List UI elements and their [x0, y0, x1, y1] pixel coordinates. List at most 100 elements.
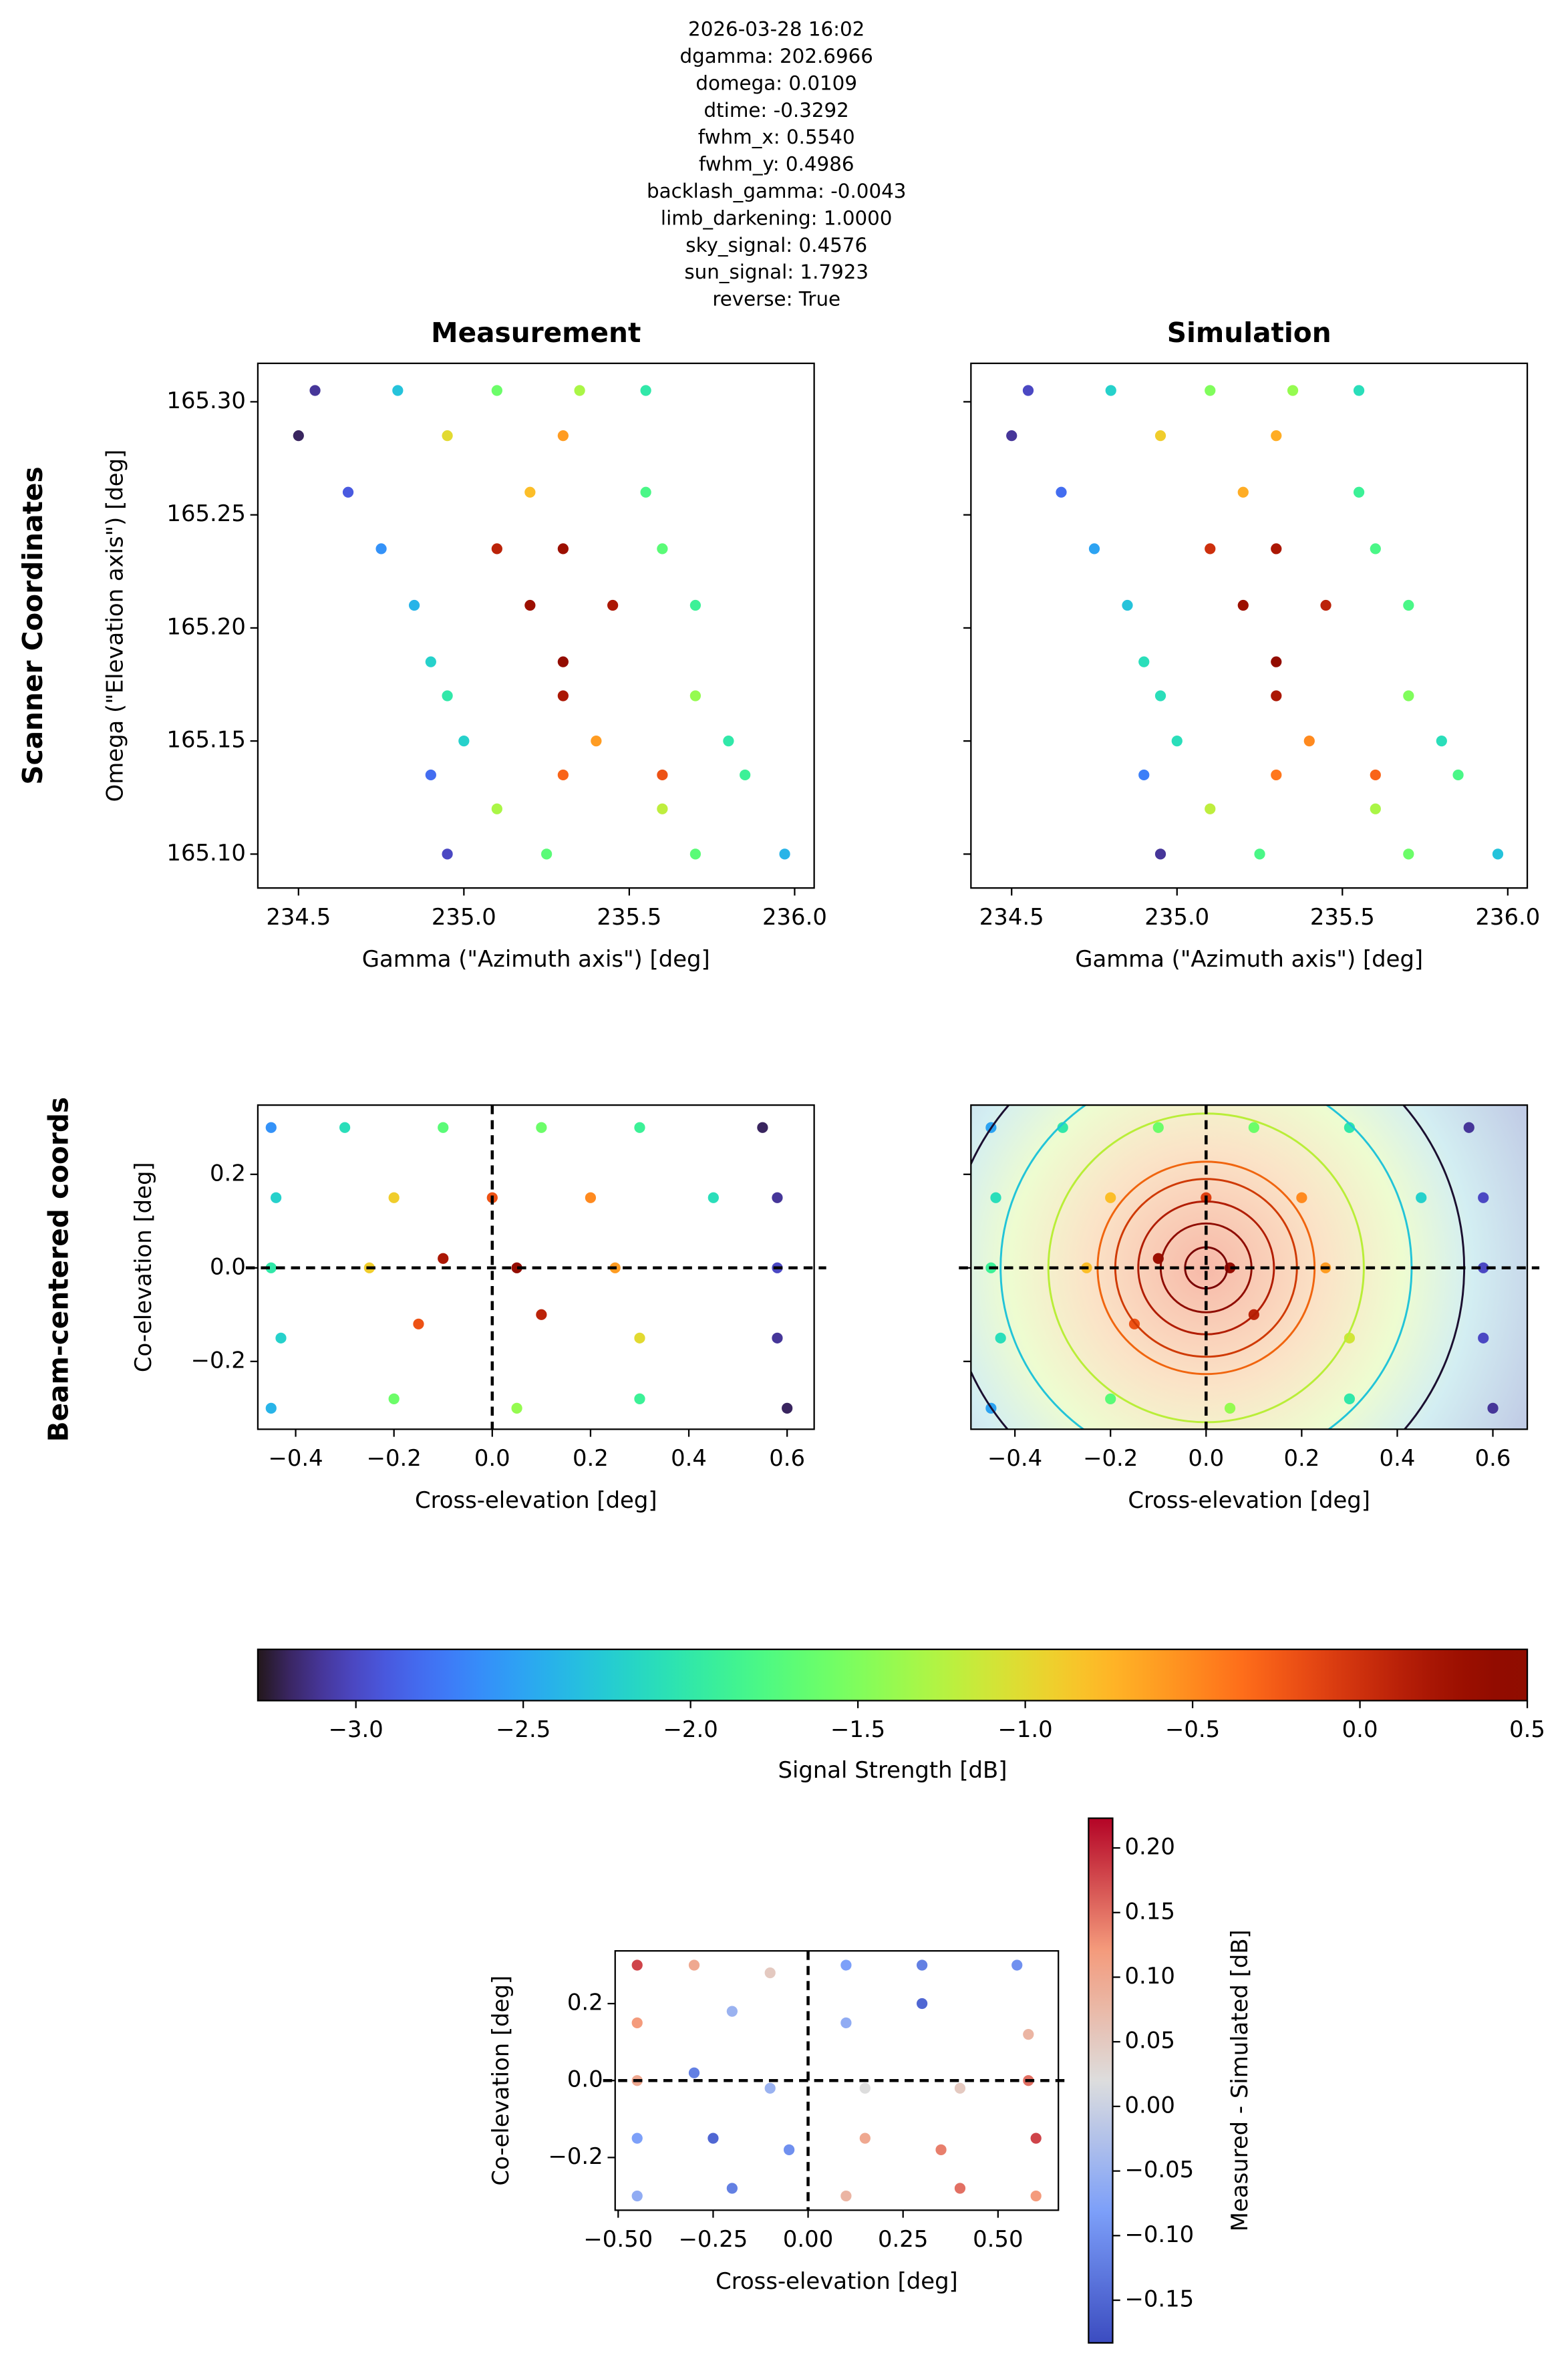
x-tick-label: −0.4	[268, 1445, 323, 1471]
point	[1296, 1192, 1307, 1203]
point	[782, 1402, 793, 1414]
x-axis-label: Cross-elevation [deg]	[415, 1487, 657, 1513]
point	[840, 1959, 852, 1971]
point	[1011, 1959, 1023, 1971]
point	[631, 2017, 643, 2028]
point	[1030, 2190, 1042, 2202]
point	[491, 543, 502, 555]
point	[1056, 486, 1067, 498]
point	[840, 2190, 852, 2202]
point	[1452, 769, 1464, 781]
point	[688, 2067, 700, 2078]
x-tick-label: −0.4	[987, 1445, 1042, 1471]
point	[557, 656, 569, 667]
point	[657, 803, 668, 814]
point	[271, 1192, 282, 1203]
x-axis-label: Gamma ("Azimuth axis") [deg]	[1075, 946, 1423, 972]
y-axis-label: Co-elevation [deg]	[130, 1162, 156, 1372]
point	[784, 2144, 795, 2156]
point	[1403, 690, 1414, 701]
header-line: fwhm_y: 0.4986	[699, 153, 854, 176]
point	[536, 1122, 547, 1133]
point	[990, 1192, 1001, 1203]
point	[757, 1122, 768, 1133]
x-axis-label: Gamma ("Azimuth axis") [deg]	[362, 946, 710, 972]
point	[1105, 385, 1116, 396]
panel-title: Measurement	[431, 317, 641, 349]
point	[688, 1959, 700, 1971]
y-tick-label: 0.0	[567, 2066, 603, 2092]
point	[634, 1393, 645, 1404]
colorbar-label: Signal Strength [dB]	[778, 1757, 1007, 1783]
point	[1006, 430, 1017, 442]
plot-area	[265, 1122, 793, 1414]
colorbar-tick-label: 0.15	[1125, 1898, 1175, 1924]
point	[375, 543, 387, 555]
colorbar-tick-label: 0.20	[1125, 1834, 1175, 1860]
point	[859, 2082, 871, 2094]
point	[1224, 1402, 1236, 1414]
point	[388, 1192, 400, 1203]
point	[442, 690, 453, 701]
x-tick-label: 0.0	[1188, 1445, 1224, 1471]
point	[1370, 803, 1381, 814]
point	[764, 2082, 776, 2094]
point	[557, 543, 569, 555]
point	[491, 803, 502, 814]
point	[779, 848, 790, 860]
point	[995, 1332, 1006, 1344]
point	[438, 1122, 449, 1133]
colorbar-tick-label: −0.5	[1165, 1716, 1220, 1742]
point	[413, 1318, 424, 1329]
y-tick-label: 0.0	[210, 1253, 246, 1279]
point	[708, 2133, 719, 2144]
point	[1022, 385, 1034, 396]
point	[585, 1192, 597, 1203]
point	[442, 848, 453, 860]
panel-title: Simulation	[1167, 317, 1331, 349]
x-tick-label: 0.6	[1475, 1445, 1511, 1471]
point	[689, 599, 701, 611]
point	[536, 1309, 547, 1320]
y-tick-label: −0.2	[548, 2143, 603, 2169]
point	[607, 599, 619, 611]
point	[1205, 385, 1216, 396]
point	[339, 1122, 351, 1133]
point	[1478, 1262, 1489, 1273]
header-line: 2026-03-28 16:02	[688, 18, 865, 41]
header-line: sky_signal: 0.4576	[685, 234, 867, 257]
point	[1416, 1192, 1427, 1203]
x-tick-label: 235.5	[1310, 904, 1375, 930]
point	[764, 1967, 776, 1979]
point	[726, 2183, 738, 2194]
point	[640, 486, 651, 498]
colorbar-tick-label: −1.0	[998, 1716, 1053, 1742]
point	[309, 385, 321, 396]
y-tick-label: 165.20	[166, 613, 245, 639]
x-tick-label: 235.0	[1144, 904, 1209, 930]
point	[524, 486, 536, 498]
point	[1353, 486, 1365, 498]
point	[1254, 848, 1265, 860]
point	[265, 1122, 277, 1133]
point	[723, 736, 734, 747]
point	[408, 599, 420, 611]
point	[954, 2183, 966, 2194]
point	[574, 385, 585, 396]
point	[708, 1192, 719, 1203]
y-axis-label: Omega ("Elevation axis") [deg]	[102, 450, 128, 802]
point	[1154, 848, 1166, 860]
colorbar-tick-label: −0.10	[1125, 2221, 1195, 2247]
x-tick-label: 234.5	[266, 904, 331, 930]
x-axis-label: Cross-elevation [deg]	[716, 2268, 958, 2294]
x-tick-label: 0.4	[1380, 1445, 1416, 1471]
point	[634, 1122, 645, 1133]
point	[392, 385, 404, 396]
plot-area	[293, 385, 790, 860]
point	[265, 1402, 277, 1414]
point	[772, 1332, 783, 1344]
y-tick-label: 165.10	[166, 840, 245, 866]
header-line: fwhm_x: 0.5540	[698, 126, 855, 148]
x-tick-label: 0.2	[573, 1445, 609, 1471]
point	[1205, 803, 1216, 814]
